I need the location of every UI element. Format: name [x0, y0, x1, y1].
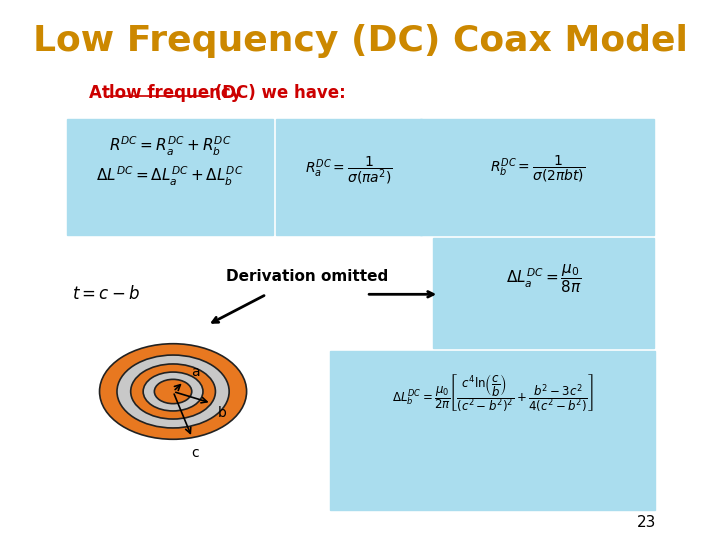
Text: $R^{DC} = R_a^{DC} + R_b^{DC}$: $R^{DC} = R_a^{DC} + R_b^{DC}$ [109, 135, 231, 158]
FancyBboxPatch shape [276, 119, 423, 235]
Text: $\Delta L_b^{DC} = \dfrac{\mu_0}{2\pi}\!\left[\dfrac{c^4\ln\!\left(\dfrac{c}{b}\: $\Delta L_b^{DC} = \dfrac{\mu_0}{2\pi}\!… [392, 373, 594, 415]
Text: low frequency: low frequency [109, 84, 241, 102]
Text: 23: 23 [636, 515, 656, 530]
FancyBboxPatch shape [67, 119, 273, 235]
Ellipse shape [117, 355, 229, 428]
Text: (DC) we have:: (DC) we have: [210, 84, 346, 102]
FancyBboxPatch shape [420, 119, 654, 235]
Ellipse shape [154, 379, 192, 404]
Text: b: b [217, 406, 227, 420]
FancyBboxPatch shape [330, 351, 655, 510]
Text: At: At [89, 84, 116, 102]
Text: Low Frequency (DC) Coax Model: Low Frequency (DC) Coax Model [32, 24, 688, 58]
Text: $\Delta L_a^{DC} = \dfrac{\mu_0}{8\pi}$: $\Delta L_a^{DC} = \dfrac{\mu_0}{8\pi}$ [506, 262, 582, 295]
Text: $R_a^{DC} = \dfrac{1}{\sigma\left(\pi a^2\right)}$: $R_a^{DC} = \dfrac{1}{\sigma\left(\pi a^… [305, 154, 393, 186]
FancyBboxPatch shape [433, 238, 654, 348]
Text: a: a [192, 365, 200, 379]
Text: $\Delta L^{DC} = \Delta L_a^{DC} + \Delta L_b^{DC}$: $\Delta L^{DC} = \Delta L_a^{DC} + \Delt… [96, 165, 244, 188]
Text: c: c [192, 446, 199, 460]
Text: $t = c - b$: $t = c - b$ [72, 285, 140, 303]
Ellipse shape [143, 372, 203, 411]
Text: $R_b^{DC} = \dfrac{1}{\sigma\left(2\pi bt\right)}$: $R_b^{DC} = \dfrac{1}{\sigma\left(2\pi b… [490, 154, 585, 184]
Ellipse shape [99, 344, 246, 440]
Ellipse shape [131, 364, 215, 419]
Text: Derivation omitted: Derivation omitted [226, 269, 388, 284]
